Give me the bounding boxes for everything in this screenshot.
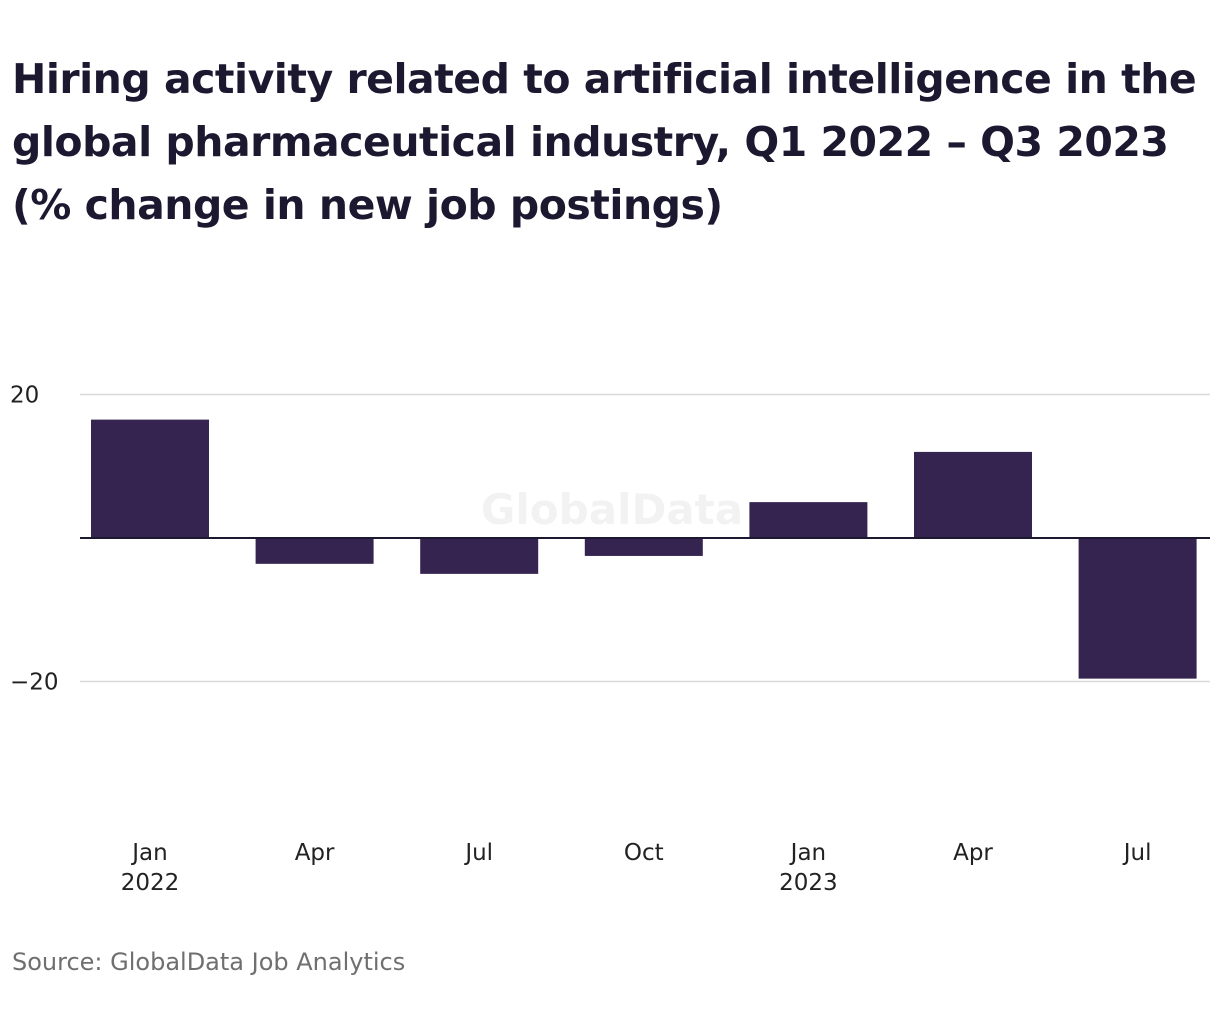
bar bbox=[914, 451, 1032, 538]
bar-chart: GlobalData 20 −20 Jan 2022 Apr Jul Oct Jan 2023… bbox=[10, 383, 1210, 896]
x-axis-labels: Jan 2022 Apr Jul Oct Jan 2023 Apr Jul bbox=[121, 840, 1152, 896]
x-tick-label: Oct bbox=[624, 840, 664, 866]
source-note: Source: GlobalData Job Analytics bbox=[12, 948, 406, 976]
x-tick-label: 2022 bbox=[121, 870, 180, 896]
gridlines bbox=[80, 393, 1210, 683]
chart-title: Hiring activity related to artificial in… bbox=[12, 55, 1197, 229]
bar bbox=[255, 538, 374, 564]
bar bbox=[749, 502, 868, 538]
watermark: GlobalData bbox=[481, 485, 743, 534]
x-tick-label: 2023 bbox=[779, 870, 838, 896]
bar bbox=[1078, 538, 1197, 679]
y-tick-label: −20 bbox=[10, 670, 59, 696]
x-tick-label: Jul bbox=[463, 840, 493, 866]
x-tick-label: Apr bbox=[295, 840, 335, 866]
bar bbox=[91, 419, 209, 538]
x-tick-label: Jan bbox=[789, 840, 826, 866]
bar bbox=[584, 538, 703, 556]
x-tick-label: Jan bbox=[130, 840, 167, 866]
bar bbox=[420, 538, 539, 574]
bars bbox=[91, 419, 1197, 679]
y-tick-label: 20 bbox=[10, 383, 39, 409]
y-axis-labels: 20 −20 bbox=[10, 383, 59, 696]
x-tick-label: Apr bbox=[953, 840, 993, 866]
x-tick-label: Jul bbox=[1122, 840, 1152, 866]
